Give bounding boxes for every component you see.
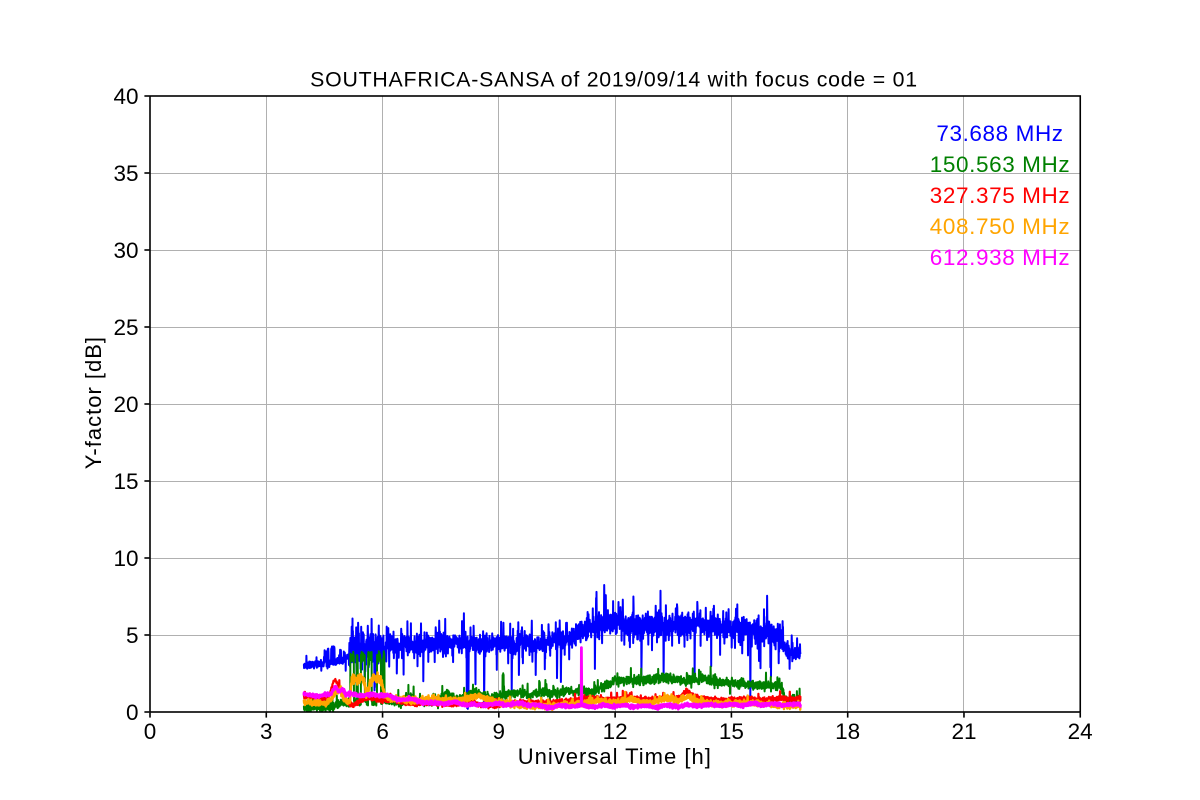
svg-text:15: 15 (113, 469, 138, 494)
svg-text:408.750 MHz: 408.750 MHz (930, 214, 1070, 239)
svg-text:18: 18 (835, 719, 860, 744)
svg-text:Y-factor [dB]: Y-factor [dB] (81, 336, 106, 469)
svg-text:12: 12 (603, 719, 628, 744)
svg-text:150.563 MHz: 150.563 MHz (930, 152, 1070, 177)
svg-text:40: 40 (113, 84, 138, 109)
svg-text:24: 24 (1068, 719, 1093, 744)
svg-text:0: 0 (144, 719, 157, 744)
svg-text:30: 30 (113, 238, 138, 263)
svg-text:327.375 MHz: 327.375 MHz (930, 183, 1070, 208)
svg-text:25: 25 (113, 315, 138, 340)
svg-text:612.938 MHz: 612.938 MHz (930, 245, 1070, 270)
svg-text:15: 15 (719, 719, 744, 744)
svg-text:5: 5 (126, 623, 139, 648)
svg-text:21: 21 (951, 719, 976, 744)
svg-text:6: 6 (376, 719, 389, 744)
svg-text:73.688 MHz: 73.688 MHz (936, 121, 1063, 146)
svg-text:10: 10 (113, 546, 138, 571)
svg-text:SOUTHAFRICA-SANSA of 2019/09/1: SOUTHAFRICA-SANSA of 2019/09/14 with foc… (310, 68, 918, 92)
svg-text:Universal Time [h]: Universal Time [h] (518, 744, 712, 769)
svg-text:35: 35 (113, 161, 138, 186)
svg-text:3: 3 (260, 719, 273, 744)
svg-text:20: 20 (113, 392, 138, 417)
svg-text:9: 9 (493, 719, 506, 744)
svg-text:0: 0 (126, 700, 139, 725)
